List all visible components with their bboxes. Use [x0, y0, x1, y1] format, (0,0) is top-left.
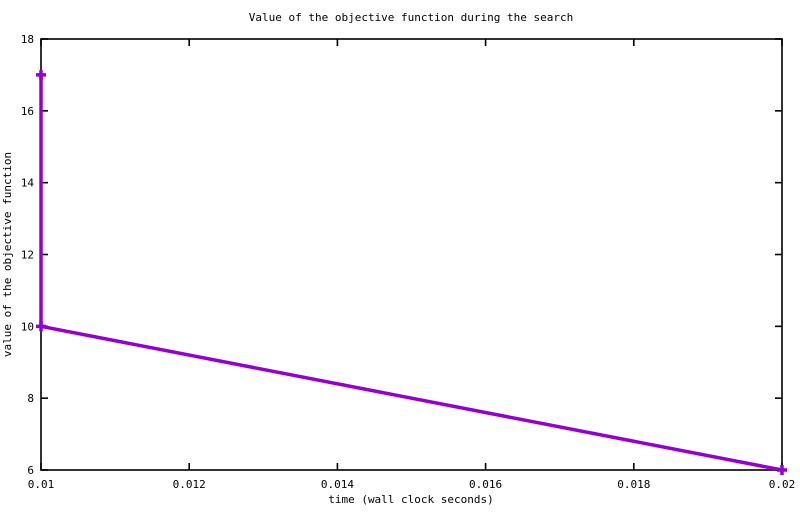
series-line: [39, 74, 783, 472]
y-tick-label: 8: [27, 392, 34, 405]
x-tick-label: 0.016: [469, 478, 502, 491]
plot-border: [40, 38, 783, 471]
x-axis-label: time (wall clock seconds): [328, 493, 494, 506]
y-tick-label: 14: [21, 177, 35, 190]
y-axis-label: value of the objective function: [1, 152, 14, 357]
data-point-marker: [777, 465, 787, 475]
y-tick-label: 18: [21, 33, 34, 46]
x-tick-label: 0.02: [769, 478, 796, 491]
y-tick-label: 6: [27, 464, 34, 477]
y-tick-label: 10: [21, 320, 34, 333]
data-point-marker: [36, 321, 46, 332]
data-point-marker: [36, 69, 46, 80]
x-tick-label: 0.018: [617, 478, 650, 491]
plot-area: 0.01 0.012 0.014 0.016 0.018 0.02 6 8 10 12 14 16 18: [21, 33, 796, 491]
x-tick-label: 0.01: [28, 478, 55, 491]
x-tick-label: 0.014: [321, 478, 354, 491]
y-tick-label: 12: [21, 249, 34, 262]
chart-title: Value of the objective function during t…: [249, 11, 574, 24]
x-tick-label: 0.012: [173, 478, 206, 491]
y-tick-label: 16: [21, 105, 34, 118]
